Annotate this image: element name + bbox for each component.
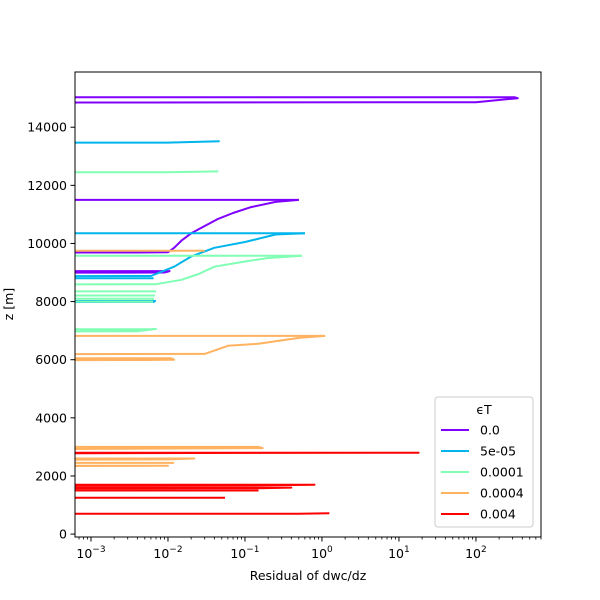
legend-item: 0.004 [441, 507, 516, 522]
y-axis: 0 2000 4000 6000 8000 10000 12000 14000 [27, 120, 75, 542]
legend: ϵT 0.0 5e-05 0.0001 0.0004 0.004 [434, 396, 534, 528]
series-line [75, 512, 330, 515]
legend-label: 5e-05 [480, 444, 516, 459]
series-line [75, 140, 220, 144]
y-tick-label: 14000 [27, 120, 67, 135]
x-tick-label: 10−2 [153, 545, 182, 561]
y-tick-label: 8000 [35, 294, 67, 309]
x-axis: 10−3 10−2 10−1 100 101 102 [76, 537, 542, 561]
x-tick-label: 10−1 [230, 545, 259, 561]
legend-title: ϵT [476, 402, 492, 417]
series-line [75, 486, 293, 490]
series-layer [75, 96, 519, 515]
series-3 [75, 249, 326, 467]
series-line [75, 483, 316, 487]
legend-item: 5e-05 [441, 444, 516, 459]
series-line [75, 170, 219, 174]
x-tick-label: 102 [465, 545, 487, 561]
series-line [75, 254, 303, 286]
legend-items: 0.0 5e-05 0.0001 0.0004 0.004 [441, 423, 524, 522]
x-tick-label: 10−3 [76, 545, 105, 561]
series-line [75, 334, 326, 356]
series-line [75, 357, 176, 362]
plot-frame [74, 71, 542, 538]
y-tick-label: 0 [59, 527, 67, 542]
series-line [75, 445, 264, 450]
legend-item: 0.0004 [441, 486, 524, 501]
series-line [75, 270, 171, 274]
legend-label: 0.0004 [480, 486, 524, 501]
series-0 [75, 96, 519, 274]
series-line [75, 96, 519, 104]
x-axis-label: Residual of dwc/dz [250, 568, 367, 583]
y-tick-label: 10000 [27, 236, 67, 251]
series-4 [75, 451, 420, 515]
legend-label: 0.004 [480, 507, 516, 522]
y-tick-label: 2000 [35, 468, 67, 483]
series-line [75, 327, 157, 333]
y-tick-label: 12000 [27, 178, 67, 193]
legend-label: 0.0001 [480, 465, 524, 480]
legend-label: 0.0 [480, 423, 500, 438]
series-line [75, 451, 420, 455]
y-tick-label: 6000 [35, 352, 67, 367]
series-2 [75, 170, 303, 333]
y-axis-label: z [m] [1, 288, 16, 320]
x-tick-label: 101 [388, 545, 410, 561]
y-tick-label: 4000 [35, 410, 67, 425]
series-line [75, 198, 299, 254]
series-line [75, 457, 196, 461]
x-tick-label: 100 [311, 545, 333, 561]
legend-item: 0.0 [441, 423, 500, 438]
legend-item: 0.0001 [441, 465, 524, 480]
series-line [75, 232, 305, 278]
